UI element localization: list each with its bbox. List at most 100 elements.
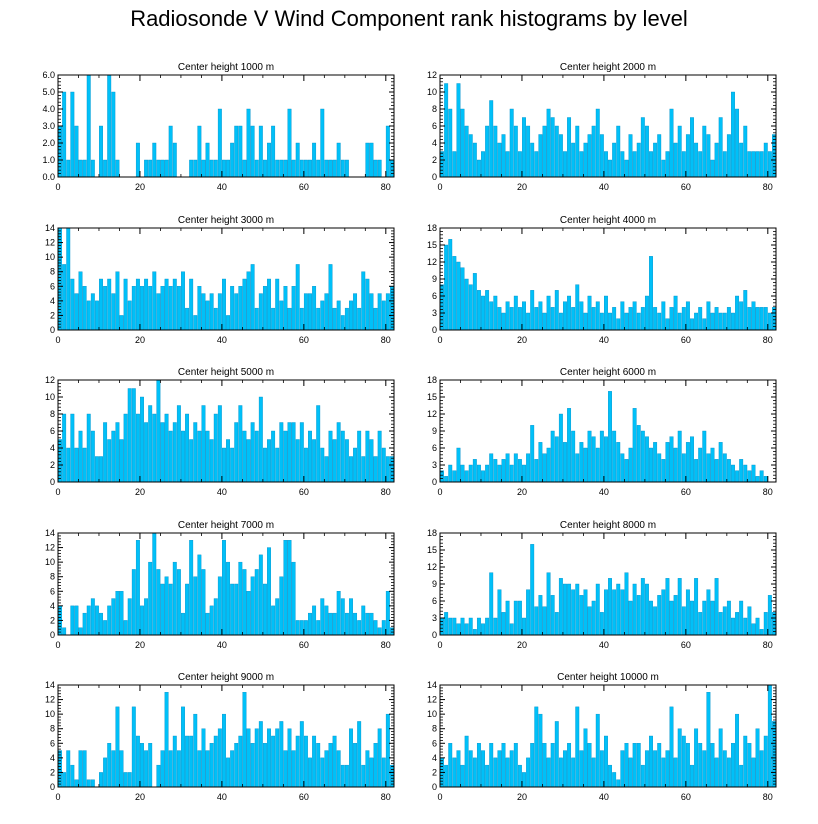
histogram-bar xyxy=(103,757,108,788)
histogram-bar xyxy=(267,278,271,331)
histogram-bar xyxy=(164,413,169,483)
histogram-bar xyxy=(271,605,276,636)
histogram-bar xyxy=(546,108,551,178)
histogram-bar xyxy=(135,278,140,331)
histogram-bar xyxy=(567,408,572,483)
x-tick-label: 0 xyxy=(437,487,442,497)
histogram-bar xyxy=(201,569,206,636)
y-tick-label: 9 xyxy=(432,579,437,589)
histogram-bar xyxy=(624,312,629,331)
histogram-bar xyxy=(254,569,259,636)
histogram-bar xyxy=(74,779,79,788)
x-tick-label: 20 xyxy=(135,487,145,497)
histogram-bar xyxy=(336,422,341,483)
histogram-bar xyxy=(373,456,378,483)
histogram-bar xyxy=(209,293,214,331)
y-tick-label: 6 xyxy=(432,443,437,453)
histogram-bar xyxy=(221,447,226,483)
histogram-bar xyxy=(546,757,551,788)
histogram-bar xyxy=(254,430,259,483)
histogram-bar xyxy=(349,598,353,636)
histogram-bar xyxy=(444,476,449,483)
histogram-bar xyxy=(735,108,740,178)
histogram-bar xyxy=(127,772,132,788)
histogram-bar xyxy=(234,422,239,483)
y-tick-label: 6 xyxy=(432,738,437,748)
histogram-bar xyxy=(213,598,218,636)
histogram-bar xyxy=(291,159,296,178)
x-tick-label: 60 xyxy=(681,792,691,802)
histogram-bar xyxy=(283,159,288,178)
histogram-bar xyxy=(140,396,144,483)
panel-title: Center height 7000 m xyxy=(178,520,274,531)
histogram-bar xyxy=(714,142,719,178)
histogram-bar xyxy=(127,300,132,331)
histogram-bar xyxy=(361,271,366,331)
histogram-bar xyxy=(66,447,71,483)
histogram-bar xyxy=(583,312,588,331)
histogram-bar xyxy=(275,159,280,178)
histogram-bar xyxy=(66,227,71,331)
histogram-bar xyxy=(464,735,469,788)
histogram-bar xyxy=(111,91,116,178)
y-tick-label: 8 xyxy=(50,409,55,419)
histogram-bar xyxy=(127,388,132,483)
histogram-bar xyxy=(156,159,161,178)
histogram-bar xyxy=(332,159,337,178)
histogram-bar xyxy=(517,600,522,636)
histogram-bar xyxy=(653,442,658,483)
histogram-bar xyxy=(344,612,349,636)
histogram-bar xyxy=(111,430,116,483)
histogram-bar xyxy=(303,447,308,483)
histogram-bar xyxy=(653,606,658,636)
histogram-bar xyxy=(534,706,539,788)
histogram-bar xyxy=(731,464,735,483)
histogram-bar xyxy=(291,422,296,483)
histogram-panel: Center height 2000 m 0 2 4 6 8 10 12 0 20 40 60 80 xyxy=(427,62,777,192)
histogram-bar xyxy=(381,620,386,636)
histogram-bar xyxy=(90,779,95,788)
histogram-bar xyxy=(698,151,703,178)
histogram-bar xyxy=(176,750,181,788)
histogram-bar xyxy=(710,447,715,483)
histogram-panel: Center height 10000 m 0 2 4 6 8 10 12 14 0 20 40 60 8… xyxy=(427,672,777,802)
histogram-bar xyxy=(140,605,144,636)
histogram-bar xyxy=(242,692,247,788)
histogram-bar xyxy=(644,583,649,636)
histogram-bar xyxy=(493,295,498,331)
histogram-bar xyxy=(373,743,378,788)
histogram-bar xyxy=(303,293,308,331)
histogram-bar xyxy=(365,142,370,178)
histogram-bar xyxy=(534,151,539,178)
histogram-bar xyxy=(460,617,465,636)
histogram-bar xyxy=(735,612,740,636)
y-tick-label: 8 xyxy=(432,724,437,734)
histogram-bar xyxy=(505,453,510,483)
histogram-bar xyxy=(558,312,563,331)
histogram-bar xyxy=(481,623,485,636)
histogram-bar xyxy=(751,301,756,331)
histogram-bar xyxy=(254,159,259,178)
histogram-bar xyxy=(123,772,128,788)
histogram-bar xyxy=(127,598,132,636)
histogram-bar xyxy=(62,91,67,178)
histogram-bar xyxy=(70,413,75,483)
x-tick-label: 80 xyxy=(763,792,773,802)
histogram-bar xyxy=(530,544,535,636)
panel-title: Center height 5000 m xyxy=(178,367,274,378)
histogram-bar xyxy=(336,142,341,178)
histogram-bar xyxy=(328,264,333,331)
histogram-bar xyxy=(226,315,231,331)
panel-title: Center height 8000 m xyxy=(560,520,656,531)
histogram-bar xyxy=(344,159,349,178)
histogram-bar xyxy=(254,307,259,331)
x-tick-label: 0 xyxy=(55,640,60,650)
histogram-bar xyxy=(460,764,465,788)
histogram-bar xyxy=(698,743,703,788)
y-tick-label: 12 xyxy=(45,543,55,553)
histogram-bar xyxy=(538,442,543,483)
y-tick-label: 6 xyxy=(50,426,55,436)
histogram-bar xyxy=(616,318,621,331)
histogram-bar xyxy=(279,576,284,636)
y-tick-label: 12 xyxy=(427,409,437,419)
